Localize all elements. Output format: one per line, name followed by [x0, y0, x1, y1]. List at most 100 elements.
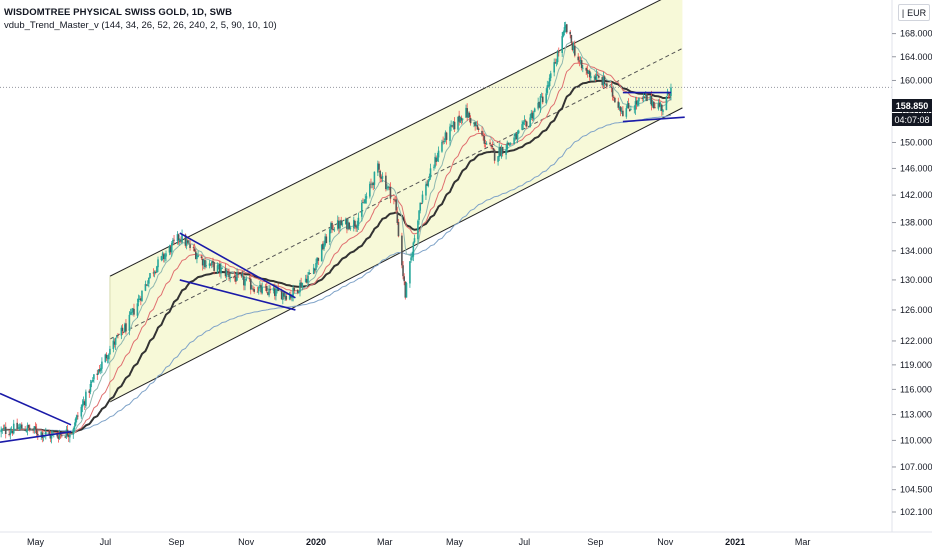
price-tick-label: 150.000 — [900, 137, 932, 147]
candle — [225, 269, 228, 281]
candle — [101, 357, 103, 374]
candle — [146, 280, 149, 287]
candle — [537, 97, 539, 111]
candle — [417, 219, 419, 244]
time-tick-label: Sep — [168, 537, 184, 547]
candle-body — [245, 278, 247, 281]
candle — [515, 132, 518, 140]
candle — [301, 282, 304, 291]
candle — [404, 281, 407, 300]
candle-body — [81, 404, 84, 408]
candle-body — [355, 225, 357, 228]
candle — [442, 136, 444, 145]
candle — [264, 283, 267, 292]
candle-body — [458, 115, 460, 122]
candle-body — [410, 257, 412, 261]
candle — [580, 57, 583, 71]
candle — [489, 139, 491, 146]
candle — [328, 227, 331, 246]
candle-body — [412, 242, 415, 257]
candle — [633, 105, 636, 114]
candle-body — [434, 156, 436, 167]
time-axis[interactable]: May Jul Sep Nov 2020 Mar May Jul Sep Nov 2021 Mar — [27, 537, 810, 547]
candle — [425, 181, 427, 201]
candle — [593, 74, 596, 82]
candle — [468, 111, 471, 123]
candle — [256, 286, 259, 293]
candle — [141, 290, 143, 302]
candle-body — [0, 429, 2, 433]
candle — [427, 179, 430, 188]
candle-body — [669, 94, 671, 96]
candle-body — [40, 432, 43, 436]
candle-body — [306, 279, 308, 283]
candle — [67, 432, 70, 443]
candle-body — [267, 292, 269, 295]
candle — [635, 96, 638, 110]
candle-body — [595, 74, 598, 80]
candle-body — [467, 113, 470, 118]
candle-body — [529, 117, 531, 128]
candle — [545, 88, 547, 104]
candle-body — [307, 275, 309, 283]
candle — [625, 105, 628, 119]
candle-body — [129, 312, 132, 315]
candle-body — [538, 101, 541, 108]
candle — [50, 430, 53, 444]
candle-body — [229, 277, 231, 279]
currency-selector[interactable]: | EUR — [898, 4, 930, 21]
candle — [285, 293, 288, 302]
candle-body — [141, 290, 143, 302]
candle-body — [17, 427, 20, 429]
candle-body — [482, 134, 484, 136]
candle — [649, 95, 652, 104]
candle-body — [77, 415, 79, 417]
candle — [189, 239, 191, 251]
candle — [132, 307, 134, 316]
candle — [397, 219, 400, 238]
candle — [378, 161, 380, 173]
candle-body — [403, 276, 405, 282]
candle-body — [97, 370, 100, 375]
candle — [96, 369, 99, 380]
candle-body — [557, 51, 560, 53]
candle-body — [10, 430, 13, 433]
candle — [317, 257, 320, 266]
candle — [561, 32, 563, 57]
candle — [192, 244, 195, 252]
trendline-6 — [622, 116, 685, 123]
candle — [482, 130, 484, 141]
candle — [203, 258, 205, 270]
candle-body — [522, 121, 525, 125]
candle-body — [309, 273, 312, 274]
candle-body — [554, 62, 557, 64]
candle-body — [426, 183, 428, 186]
candle — [227, 268, 229, 275]
candle-body — [443, 140, 446, 142]
candle — [394, 197, 396, 203]
candle-body — [579, 59, 582, 61]
candle — [579, 56, 582, 65]
candle — [10, 426, 13, 434]
candle-body — [460, 117, 463, 121]
candle-body — [649, 96, 652, 101]
symbol-title[interactable]: WISDOMTREE PHYSICAL SWISS GOLD, 1D, SWB — [4, 7, 233, 18]
candle-body — [556, 52, 559, 63]
candle — [28, 424, 31, 432]
price-tick-label: 130.000 — [900, 275, 932, 285]
candle-body — [469, 117, 472, 124]
candle — [659, 101, 662, 112]
candle — [477, 127, 480, 133]
candle-body — [586, 69, 589, 74]
candle — [654, 103, 656, 109]
candle-body — [204, 260, 206, 268]
candle-body — [604, 84, 607, 86]
candle-body — [298, 291, 300, 293]
candle — [563, 21, 566, 36]
candle — [411, 251, 413, 261]
candle-body — [598, 75, 600, 78]
candle-body — [181, 234, 183, 243]
indicator-label[interactable]: vdub_Trend_Master_v (144, 34, 26, 52, 26… — [4, 20, 277, 31]
candle — [349, 225, 352, 231]
